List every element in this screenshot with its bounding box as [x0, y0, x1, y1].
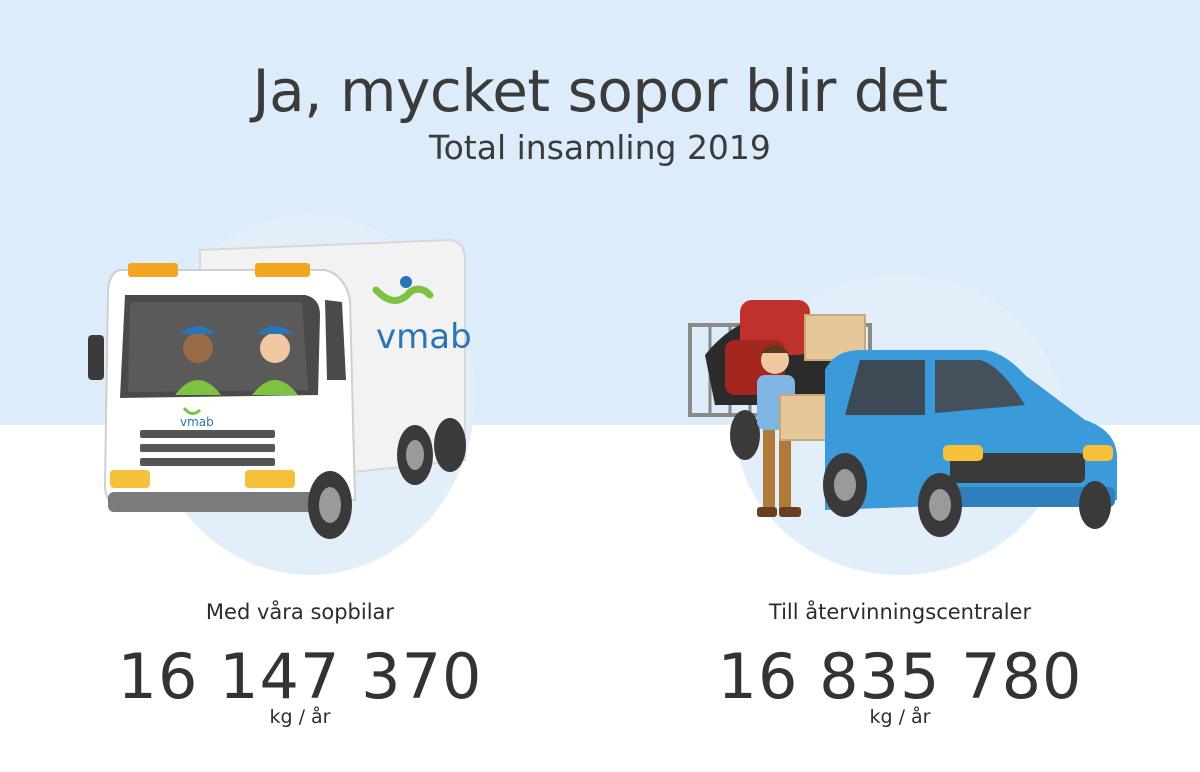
stat-value: 16 835 780 — [717, 640, 1083, 713]
cab-logo-text: vmab — [180, 415, 214, 429]
stat-unit: kg / år — [269, 706, 331, 728]
car-with-trailer-icon — [688, 300, 1117, 537]
page-subtitle: Total insamling 2019 — [429, 128, 771, 167]
page-title: Ja, mycket sopor blir det — [252, 57, 948, 125]
stat-label: Med våra sopbilar — [205, 600, 395, 624]
truck-logo-text: vmab — [376, 317, 472, 357]
stat-recycling-centers: Till återvinningscentraler 16 835 780 kg… — [680, 596, 1120, 728]
stat-label: Till återvinningscentraler — [768, 600, 1032, 624]
stat-value: 16 147 370 — [117, 640, 483, 713]
stat-unit: kg / år — [869, 706, 931, 728]
garbage-truck-icon: vmab vmab — [88, 238, 472, 539]
stat-truck-collection: Med våra sopbilar 16 147 370 kg / år — [80, 596, 520, 728]
